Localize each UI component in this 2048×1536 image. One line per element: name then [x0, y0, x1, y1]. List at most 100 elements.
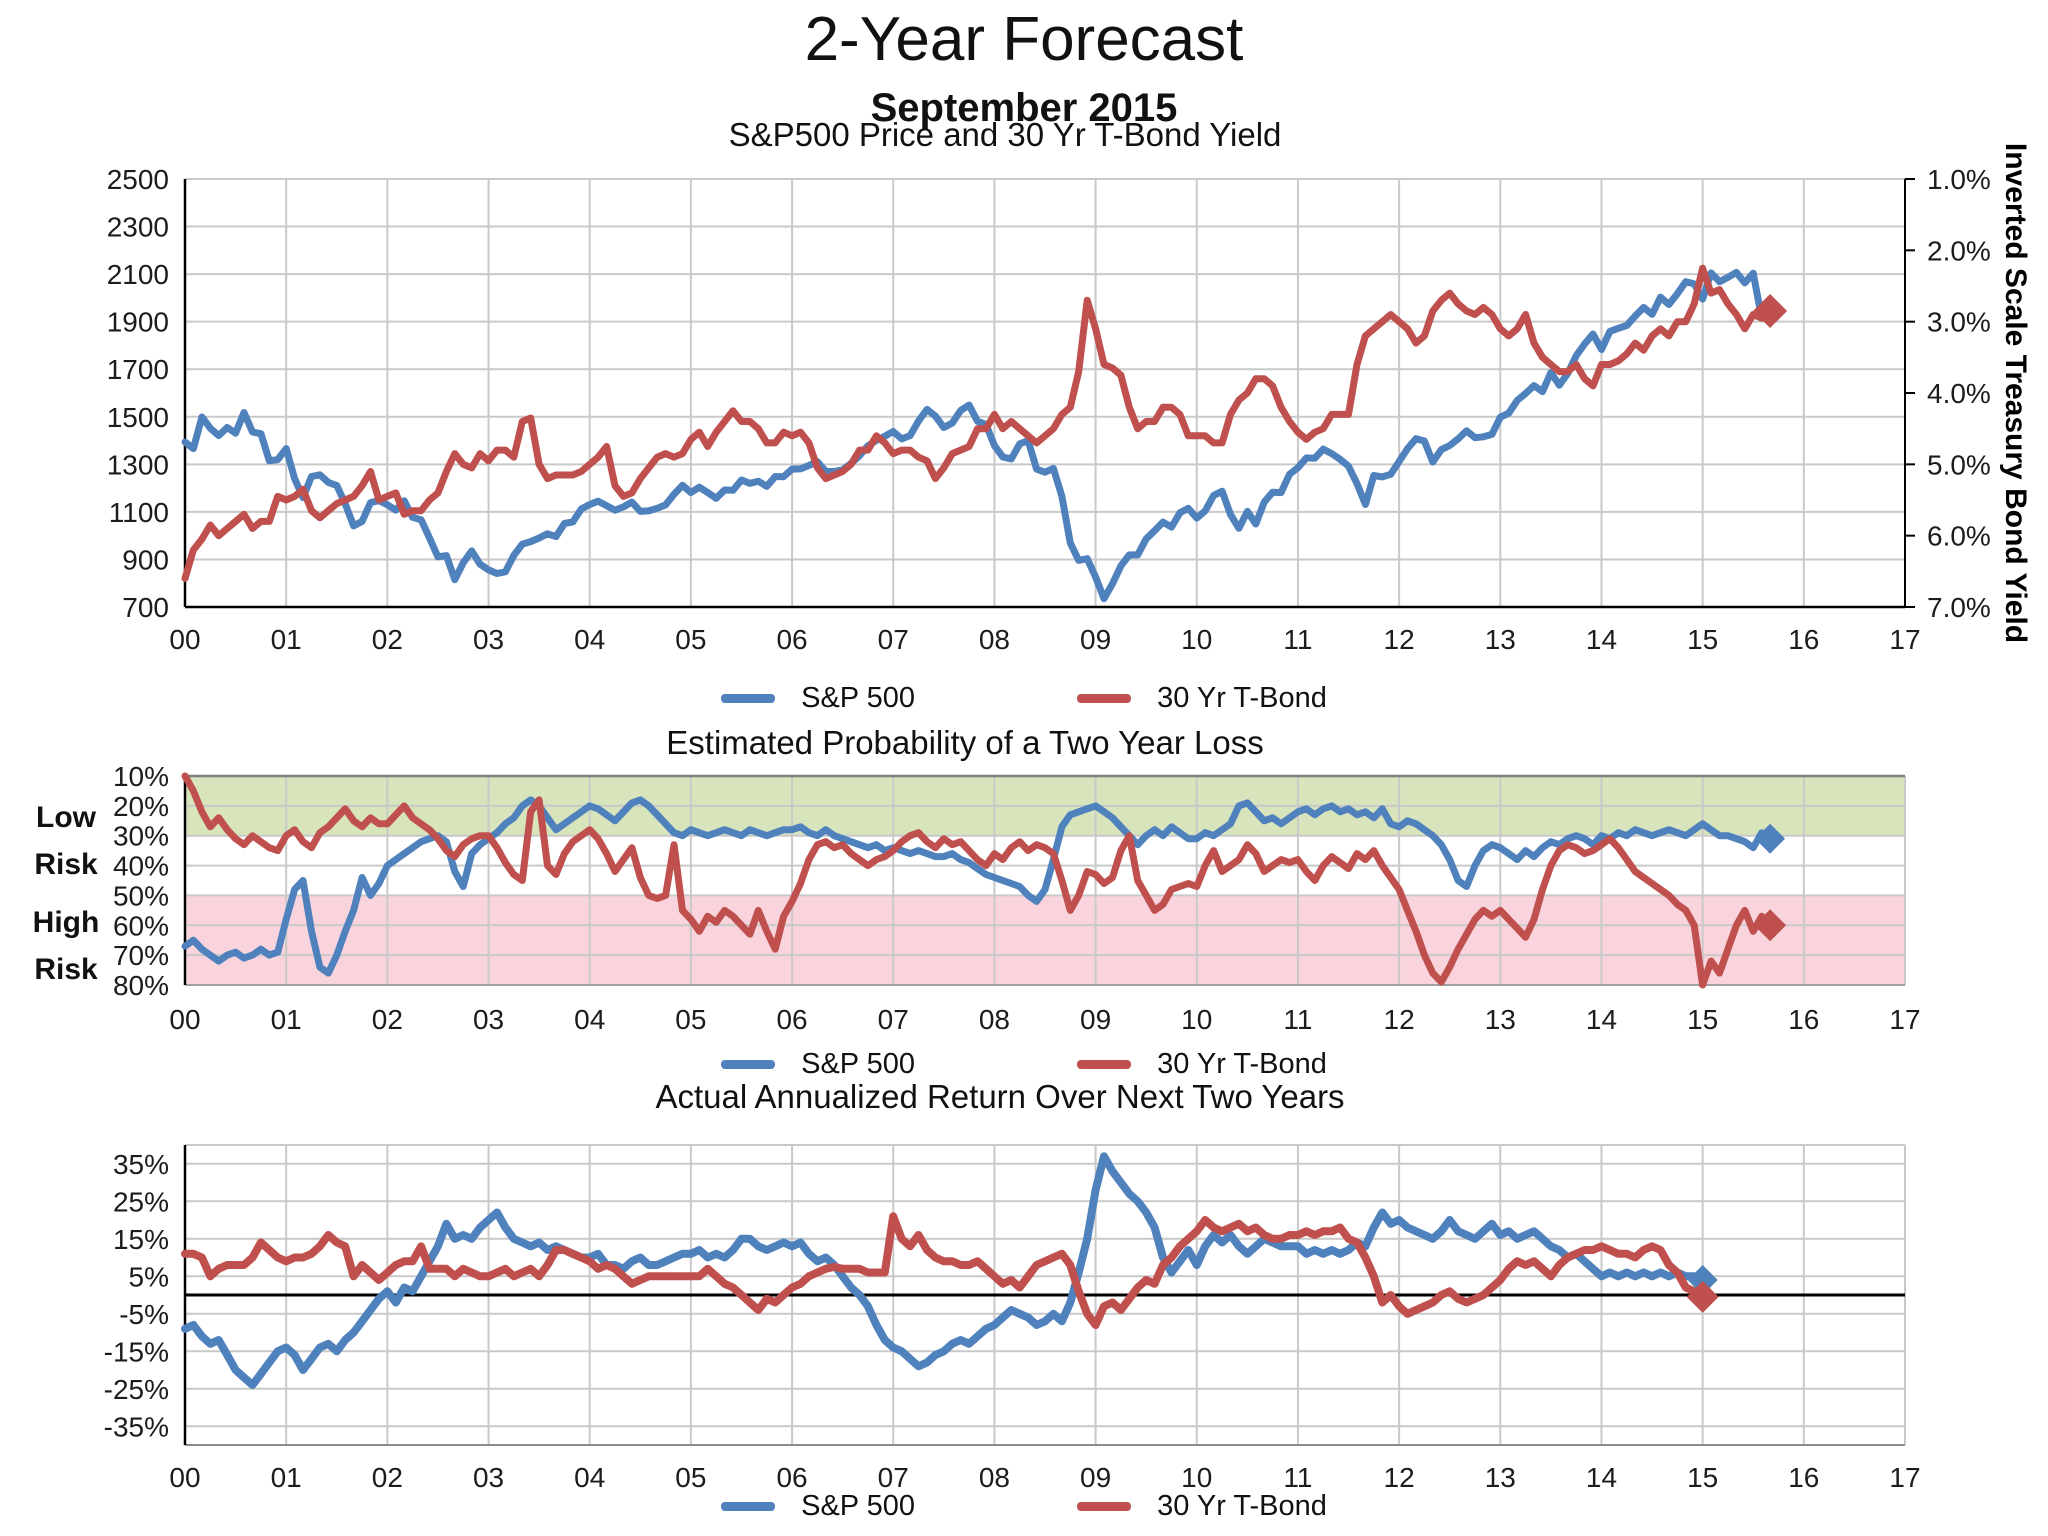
svg-text:09: 09	[1080, 1004, 1111, 1035]
svg-text:10%: 10%	[113, 761, 169, 792]
svg-text:-35%: -35%	[104, 1411, 169, 1442]
svg-text:10: 10	[1181, 1462, 1212, 1493]
svg-text:17: 17	[1889, 624, 1920, 655]
svg-text:02: 02	[372, 1004, 403, 1035]
svg-text:07: 07	[878, 1004, 909, 1035]
svg-text:11: 11	[1283, 1462, 1312, 1493]
svg-text:03: 03	[473, 1004, 504, 1035]
svg-text:13: 13	[1485, 624, 1516, 655]
svg-text:00: 00	[169, 624, 200, 655]
svg-text:13: 13	[1485, 1004, 1516, 1035]
tbond-legend-line-icon	[1077, 694, 1132, 703]
svg-text:06: 06	[776, 1004, 807, 1035]
svg-text:12: 12	[1384, 624, 1415, 655]
svg-text:2100: 2100	[107, 259, 169, 290]
page-subtitle: September 2015	[870, 86, 1178, 130]
tbond-legend-label: 30 Yr T-Bond	[1157, 1490, 1327, 1522]
svg-text:07: 07	[878, 624, 909, 655]
svg-text:05: 05	[675, 624, 706, 655]
svg-text:12: 12	[1384, 1004, 1415, 1035]
svg-text:08: 08	[979, 1462, 1010, 1493]
high-risk-band	[185, 895, 1905, 985]
svg-text:1900: 1900	[107, 307, 169, 338]
tbond-legend-line-icon	[1077, 1502, 1132, 1511]
tbond-line-chart3	[181, 1212, 1707, 1329]
svg-text:1500: 1500	[107, 402, 169, 433]
svg-text:35%: 35%	[113, 1149, 169, 1180]
svg-text:16: 16	[1788, 1004, 1819, 1035]
svg-text:2.0%: 2.0%	[1927, 235, 1991, 266]
chart2-legend: S&P 500 30 Yr T-Bond	[0, 1048, 2048, 1081]
svg-text:08: 08	[979, 1004, 1010, 1035]
svg-text:6.0%: 6.0%	[1927, 521, 1991, 552]
sp500-legend-label: S&P 500	[801, 682, 916, 714]
svg-text:15: 15	[1687, 1462, 1718, 1493]
low-risk-label: Low Risk	[34, 801, 98, 881]
chart3-title: Actual Annualized Return Over Next Two Y…	[655, 1078, 1345, 1115]
tbond-legend-line-icon	[1077, 1060, 1132, 1069]
svg-text:-5%: -5%	[119, 1299, 169, 1330]
svg-text:04: 04	[574, 1004, 605, 1035]
svg-text:4.0%: 4.0%	[1927, 378, 1991, 409]
svg-text:02: 02	[372, 624, 403, 655]
svg-text:30%: 30%	[113, 821, 169, 852]
svg-text:40%: 40%	[113, 851, 169, 882]
svg-text:3.0%: 3.0%	[1927, 307, 1991, 338]
svg-text:900: 900	[122, 544, 169, 575]
svg-text:70%: 70%	[113, 940, 169, 971]
svg-text:16: 16	[1788, 624, 1819, 655]
svg-text:01: 01	[271, 624, 302, 655]
svg-text:15: 15	[1687, 624, 1718, 655]
tbond-legend-label: 30 Yr T-Bond	[1157, 1048, 1327, 1080]
svg-text:60%: 60%	[113, 910, 169, 941]
high-risk-label: High Risk	[32, 906, 100, 986]
svg-text:80%: 80%	[113, 970, 169, 1001]
tbond-end-marker-chart3	[1686, 1280, 1719, 1313]
svg-text:700: 700	[122, 592, 169, 623]
svg-text:00: 00	[169, 1462, 200, 1493]
svg-text:5.0%: 5.0%	[1927, 449, 1991, 480]
chart3-legend: S&P 500 30 Yr T-Bond	[0, 1490, 2048, 1523]
svg-text:14: 14	[1586, 1004, 1617, 1035]
svg-text:25%: 25%	[113, 1186, 169, 1217]
svg-text:07: 07	[878, 1462, 909, 1493]
sp500-line-chart1	[181, 268, 1774, 603]
svg-text:5%: 5%	[129, 1261, 169, 1292]
svg-text:13: 13	[1485, 1462, 1516, 1493]
chart1-title: S&P500 Price and 30 Yr T-Bond Yield	[728, 116, 1282, 153]
svg-text:03: 03	[473, 624, 504, 655]
chart2-title: Estimated Probability of a Two Year Loss	[666, 724, 1264, 761]
svg-text:03: 03	[473, 1462, 504, 1493]
svg-text:1100: 1100	[109, 497, 169, 528]
svg-text:15: 15	[1687, 1004, 1718, 1035]
svg-text:08: 08	[979, 624, 1010, 655]
svg-text:50%: 50%	[113, 880, 169, 911]
svg-text:12: 12	[1384, 1462, 1415, 1493]
tbond-end-marker-chart1	[1753, 293, 1788, 328]
page-title: 2-Year Forecast	[804, 5, 1244, 74]
sp500-line-chart3	[181, 1152, 1707, 1389]
tbond-line-chart1	[181, 264, 1774, 582]
svg-text:-25%: -25%	[104, 1374, 169, 1405]
svg-text:02: 02	[372, 1462, 403, 1493]
tbond-line-chart2	[181, 772, 1774, 989]
svg-text:00: 00	[169, 1004, 200, 1035]
svg-text:09: 09	[1080, 624, 1111, 655]
svg-text:15%: 15%	[113, 1224, 169, 1255]
svg-text:17: 17	[1889, 1004, 1920, 1035]
svg-text:2300: 2300	[107, 212, 169, 243]
svg-text:04: 04	[574, 624, 605, 655]
svg-text:1.0%: 1.0%	[1927, 164, 1991, 195]
sp500-legend-label: S&P 500	[801, 1490, 916, 1522]
sp500-end-marker-chart2	[1755, 823, 1786, 854]
svg-text:01: 01	[271, 1004, 302, 1035]
svg-text:1700: 1700	[107, 354, 169, 385]
svg-text:05: 05	[675, 1462, 706, 1493]
sp500-end-marker-chart3	[1687, 1265, 1718, 1295]
svg-text:2500: 2500	[107, 164, 169, 195]
svg-text:01: 01	[271, 1462, 302, 1493]
svg-text:17: 17	[1889, 1462, 1920, 1493]
svg-text:1300: 1300	[107, 449, 169, 480]
